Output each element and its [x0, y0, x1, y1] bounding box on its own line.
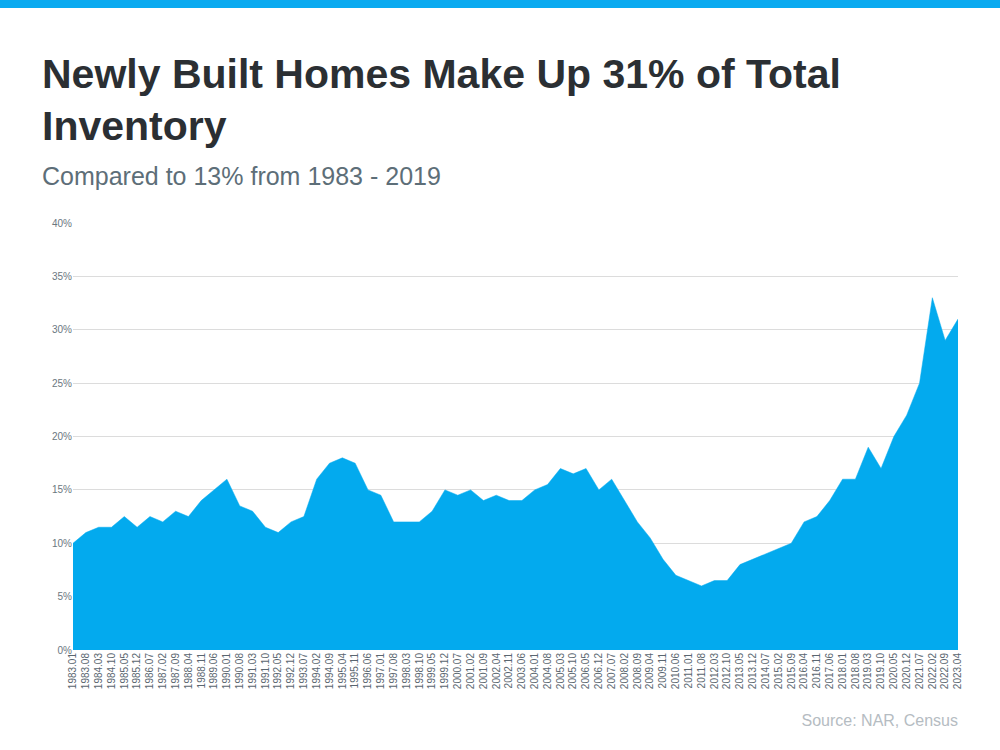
svg-text:1991.03: 1991.03	[247, 653, 258, 690]
svg-text:1984.10: 1984.10	[106, 653, 117, 690]
svg-text:1992.12: 1992.12	[285, 653, 296, 690]
svg-text:5%: 5%	[58, 591, 73, 602]
svg-text:1997.08: 1997.08	[388, 653, 399, 690]
svg-text:1992.05: 1992.05	[272, 653, 283, 690]
svg-text:1985.05: 1985.05	[119, 653, 130, 690]
html-text:Compared to 13% from 1983 - 20: Compared to 13% from 1983 - 2019	[42, 162, 441, 190]
svg-text:35%: 35%	[52, 271, 72, 282]
html-text:Newly Built Homes Make Up 31%: Newly Built Homes Make Up 31% of Total I…	[42, 51, 841, 149]
svg-text:2008.02: 2008.02	[619, 653, 630, 690]
svg-text:30%: 30%	[52, 324, 72, 335]
svg-text:10%: 10%	[52, 538, 72, 549]
html-text:Source: NAR, Census: Source: NAR, Census	[801, 712, 958, 729]
svg-text:1988.11: 1988.11	[196, 653, 207, 689]
svg-text:1991.10: 1991.10	[260, 653, 271, 690]
svg-text:2019.10: 2019.10	[875, 653, 886, 690]
svg-text:2019.03: 2019.03	[862, 653, 873, 690]
svg-text:2016.04: 2016.04	[798, 653, 809, 690]
svg-text:1993.07: 1993.07	[298, 653, 309, 690]
svg-text:2022.02: 2022.02	[927, 653, 938, 690]
svg-text:2014.07: 2014.07	[760, 653, 771, 690]
svg-text:1997.01: 1997.01	[375, 653, 386, 690]
svg-text:2001.02: 2001.02	[465, 653, 476, 690]
svg-text:2009.04: 2009.04	[644, 653, 655, 690]
svg-text:2000.07: 2000.07	[452, 653, 463, 690]
svg-text:2004.01: 2004.01	[529, 653, 540, 690]
svg-text:2018.08: 2018.08	[850, 653, 861, 690]
svg-text:2007.07: 2007.07	[606, 653, 617, 690]
svg-text:2015.02: 2015.02	[773, 653, 784, 690]
svg-text:2010.06: 2010.06	[670, 653, 681, 690]
svg-text:2016.11: 2016.11	[811, 653, 822, 689]
svg-text:2009.11: 2009.11	[657, 653, 668, 689]
svg-text:1986.07: 1986.07	[144, 653, 155, 690]
svg-text:2013.12: 2013.12	[747, 653, 758, 690]
svg-text:2023.04: 2023.04	[952, 653, 963, 690]
svg-text:1995.11: 1995.11	[349, 653, 360, 689]
svg-text:2003.06: 2003.06	[516, 653, 527, 690]
svg-text:2018.01: 2018.01	[837, 653, 848, 690]
svg-text:1989.06: 1989.06	[208, 653, 219, 690]
svg-text:1998.10: 1998.10	[414, 653, 425, 690]
svg-text:2012.10: 2012.10	[721, 653, 732, 690]
svg-text:2005.03: 2005.03	[555, 653, 566, 690]
svg-text:25%: 25%	[52, 378, 72, 389]
svg-text:20%: 20%	[52, 431, 72, 442]
svg-text:1994.09: 1994.09	[324, 653, 335, 690]
svg-text:2006.05: 2006.05	[580, 653, 591, 690]
svg-text:1988.04: 1988.04	[183, 653, 194, 690]
svg-text:1995.04: 1995.04	[337, 653, 348, 690]
svg-text:1983.08: 1983.08	[80, 653, 91, 690]
svg-text:15%: 15%	[52, 484, 72, 495]
svg-text:2013.05: 2013.05	[734, 653, 745, 690]
svg-text:2022.09: 2022.09	[939, 653, 950, 690]
svg-text:1994.02: 1994.02	[311, 653, 322, 690]
svg-text:1996.06: 1996.06	[362, 653, 373, 690]
svg-text:2020.12: 2020.12	[901, 653, 912, 690]
svg-text:2012.03: 2012.03	[709, 653, 720, 690]
svg-text:2002.11: 2002.11	[503, 653, 514, 689]
svg-text:1999.05: 1999.05	[426, 653, 437, 690]
svg-text:2006.12: 2006.12	[593, 653, 604, 690]
svg-text:0%: 0%	[58, 645, 73, 656]
svg-text:40%: 40%	[52, 218, 72, 229]
svg-text:1983.01: 1983.01	[67, 653, 78, 690]
svg-text:1999.12: 1999.12	[439, 653, 450, 690]
svg-text:1985.12: 1985.12	[131, 653, 142, 690]
svg-text:2008.09: 2008.09	[632, 653, 643, 690]
svg-text:2017.06: 2017.06	[824, 653, 835, 690]
svg-text:2021.07: 2021.07	[914, 653, 925, 690]
svg-text:2020.05: 2020.05	[888, 653, 899, 690]
svg-text:2015.09: 2015.09	[786, 653, 797, 690]
svg-text:1990.08: 1990.08	[234, 653, 245, 690]
svg-text:1990.01: 1990.01	[221, 653, 232, 690]
svg-text:2004.08: 2004.08	[542, 653, 553, 690]
svg-text:2011.08: 2011.08	[696, 653, 707, 689]
svg-text:1984.03: 1984.03	[93, 653, 104, 690]
svg-text:2002.04: 2002.04	[491, 653, 502, 690]
svg-text:2001.09: 2001.09	[478, 653, 489, 690]
svg-text:2011.01: 2011.01	[683, 653, 694, 689]
svg-text:2005.10: 2005.10	[567, 653, 578, 690]
svg-text:1987.09: 1987.09	[170, 653, 181, 690]
svg-text:1987.02: 1987.02	[157, 653, 168, 690]
svg-text:1998.03: 1998.03	[401, 653, 412, 690]
